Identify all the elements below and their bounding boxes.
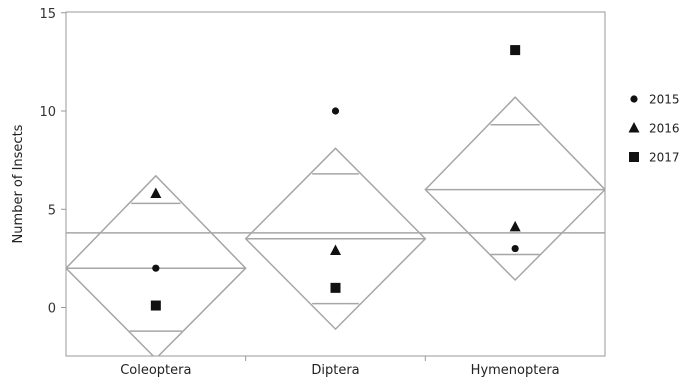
means-diamond [424, 96, 605, 282]
y-tick-label: 5 [48, 203, 56, 218]
legend-marker-2016 [628, 122, 640, 133]
data-point-2015 [511, 244, 519, 253]
legend: 2015 2016 2017 [628, 93, 680, 165]
legend-label-2015: 2015 [649, 93, 680, 107]
legend-marker-2015 [630, 95, 638, 103]
data-point-2016 [150, 187, 162, 199]
x-tick-label: Coleoptera [120, 363, 191, 378]
y-tick-label: 10 [39, 105, 56, 120]
diamonds-group [66, 96, 605, 356]
plot-area: 0 5 10 15 Coleoptera Diptera Hymenoptera [39, 7, 606, 378]
data-point-2016 [509, 220, 521, 232]
data-point-2016 [330, 244, 341, 256]
y-axis-title: Number of Insects [11, 124, 26, 243]
legend-label-2017: 2017 [649, 151, 680, 165]
data-point-2015 [152, 264, 160, 272]
data-point-2017 [510, 45, 521, 56]
plot-frame [65, 11, 606, 357]
y-tick-label: 0 [48, 302, 56, 317]
data-point-2017 [150, 300, 161, 311]
data-point-2017 [330, 282, 341, 293]
y-tick-label: 15 [39, 7, 56, 22]
data-point-2015 [331, 107, 340, 115]
legend-label-2016: 2016 [649, 122, 680, 136]
x-tick-label: Diptera [311, 363, 359, 378]
legend-marker-2017 [629, 152, 639, 162]
x-tick-label: Hymenoptera [471, 363, 560, 378]
